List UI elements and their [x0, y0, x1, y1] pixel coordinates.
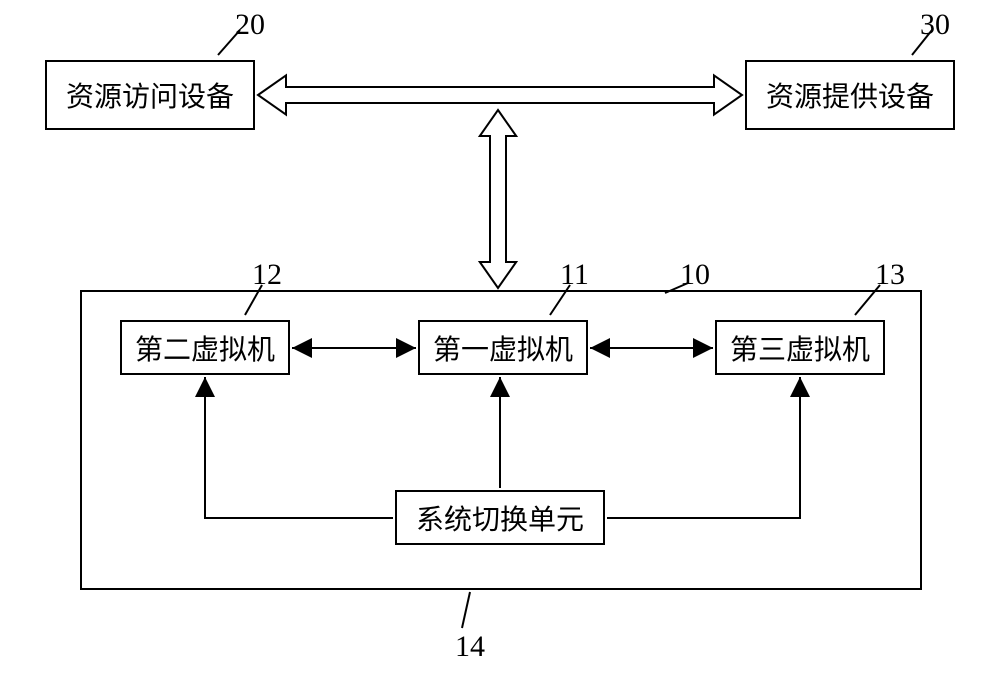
resource-provide-device-box: 资源提供设备: [745, 60, 955, 130]
ref-number-14: 14: [455, 630, 485, 664]
ref-number-11: 11: [560, 258, 589, 292]
ref-number-30: 30: [920, 8, 950, 42]
resource-access-device-box: 资源访问设备: [45, 60, 255, 130]
diagram-canvas: 资源访问设备 资源提供设备 第二虚拟机 第一虚拟机 第三虚拟机 系统切换单元 2…: [0, 0, 1000, 687]
resource-access-device-label: 资源访问设备: [66, 75, 234, 115]
vm2-label: 第二虚拟机: [135, 328, 275, 368]
ref-number-10: 10: [680, 258, 710, 292]
resource-provide-device-label: 资源提供设备: [766, 75, 934, 115]
switch-unit-label: 系统切换单元: [416, 498, 584, 538]
ref-number-20: 20: [235, 8, 265, 42]
vm3-box: 第三虚拟机: [715, 320, 885, 375]
ref-number-13: 13: [875, 258, 905, 292]
vm3-label: 第三虚拟机: [730, 328, 870, 368]
vm1-label: 第一虚拟机: [433, 328, 573, 368]
switch-unit-box: 系统切换单元: [395, 490, 605, 545]
ref-number-12: 12: [252, 258, 282, 292]
vm1-box: 第一虚拟机: [418, 320, 588, 375]
vm2-box: 第二虚拟机: [120, 320, 290, 375]
